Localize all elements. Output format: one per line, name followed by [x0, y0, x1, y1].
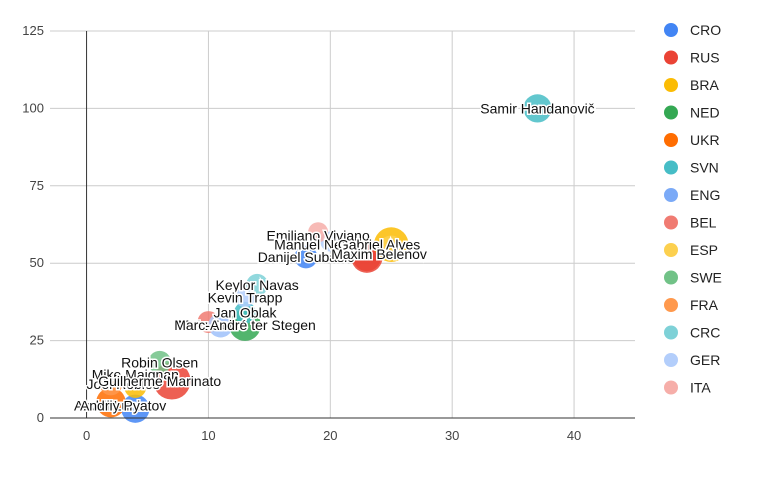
legend-swatch-svn[interactable]: [664, 160, 678, 175]
legend-swatch-rus[interactable]: [664, 50, 678, 65]
legend-swatch-eng[interactable]: [664, 188, 678, 202]
point-label: Marc-André ter Stegen: [174, 317, 316, 333]
x-tick-label: 0: [83, 428, 90, 443]
bubble-ita[interactable]: [308, 222, 329, 243]
point-label: Keylor Navas: [216, 277, 299, 293]
legend-swatch-fra[interactable]: [664, 298, 678, 312]
axis-layer: 0 25 50 75 100 125 0 10 20 30 40: [22, 23, 635, 443]
legend-swatch-ned[interactable]: [664, 105, 678, 120]
legend-label-cro[interactable]: CRO: [690, 22, 721, 38]
legend-swatch-cro[interactable]: [664, 23, 678, 37]
legend-label-ita[interactable]: ITA: [690, 380, 711, 396]
legend-swatch-ukr[interactable]: [664, 133, 678, 147]
legend-label-esp[interactable]: ESP: [690, 242, 718, 258]
bubble-fra[interactable]: [99, 372, 123, 396]
y-tick-label: 50: [30, 255, 44, 270]
x-tick-label: 10: [201, 428, 215, 443]
legend-label-ned[interactable]: NED: [690, 105, 720, 121]
x-tick-label: 40: [567, 428, 581, 443]
y-tick-label: 25: [30, 333, 44, 348]
bubble-ger[interactable]: [235, 287, 255, 308]
point-label: Gabriel Alves: [338, 237, 420, 253]
legend-label-fra[interactable]: FRA: [690, 297, 719, 313]
grid-layer: [50, 30, 635, 418]
bubble-layer: [96, 94, 552, 423]
point-label: Mike Maignan: [92, 367, 179, 383]
point-label: Andriy Pyatov: [80, 398, 166, 414]
bubble-esp[interactable]: [379, 235, 404, 260]
bubble-ger[interactable]: [208, 312, 233, 338]
legend-label-rus[interactable]: RUS: [690, 50, 720, 66]
legend-swatch-swe[interactable]: [664, 270, 678, 285]
bubble-svn[interactable]: [234, 301, 256, 324]
bubble-svn[interactable]: [523, 94, 552, 123]
x-tick-label: 20: [323, 428, 337, 443]
y-tick-label: 75: [30, 178, 44, 193]
legend-label-swe[interactable]: SWE: [690, 270, 722, 286]
legend-label-crc[interactable]: CRC: [690, 325, 720, 341]
x-tick-label: 30: [445, 428, 459, 443]
point-label: Robin Olsen: [121, 354, 198, 370]
bubble-cro[interactable]: [121, 394, 150, 423]
bubble-cro[interactable]: [294, 245, 318, 269]
legend-swatch-bra[interactable]: [664, 78, 678, 92]
legend-label-bel[interactable]: BEL: [690, 215, 717, 231]
bubble-swe[interactable]: [148, 350, 172, 374]
legend-swatch-bel[interactable]: [664, 215, 678, 230]
legend-label-bra[interactable]: BRA: [690, 77, 719, 93]
bubble-bra[interactable]: [124, 376, 147, 398]
legend-swatch-ger[interactable]: [664, 353, 678, 367]
legend-label-ger[interactable]: GER: [690, 352, 720, 368]
point-label: Danijel Subašić: [258, 249, 355, 265]
legend-label-ukr[interactable]: UKR: [690, 132, 720, 148]
bubble-rus[interactable]: [352, 242, 382, 272]
point-label: Manuel Neuer: [274, 237, 362, 253]
point-label: Joel Robles: [87, 376, 160, 392]
legend-label-svn[interactable]: SVN: [690, 160, 719, 176]
legend-label-eng[interactable]: ENG: [690, 187, 720, 203]
point-label: Guilherme Marinato: [98, 373, 221, 389]
legend-swatch-esp[interactable]: [664, 243, 678, 257]
legend-swatch-crc[interactable]: [664, 325, 678, 340]
point-label: Kevin Trapp: [208, 289, 283, 305]
point-label: Matz Sels: [178, 317, 239, 333]
point-label: Jan Oblak: [213, 305, 277, 321]
y-tick-label: 125: [22, 23, 44, 38]
point-label: Samir Handanovič: [480, 100, 594, 116]
point-label: Emiliano Viviano: [267, 227, 370, 243]
legend-swatch-ita[interactable]: [664, 380, 678, 395]
legend: CRO RUS BRA NED UKR SVN ENG BEL ESP SWE FRA CRC GER I…: [664, 22, 722, 396]
point-label: Andrii Lunin: [74, 398, 148, 414]
bubble-ukr[interactable]: [96, 387, 126, 418]
y-tick-label: 0: [37, 410, 44, 425]
y-tick-label: 100: [22, 100, 44, 115]
point-label: Maxim Belenov: [331, 246, 427, 262]
